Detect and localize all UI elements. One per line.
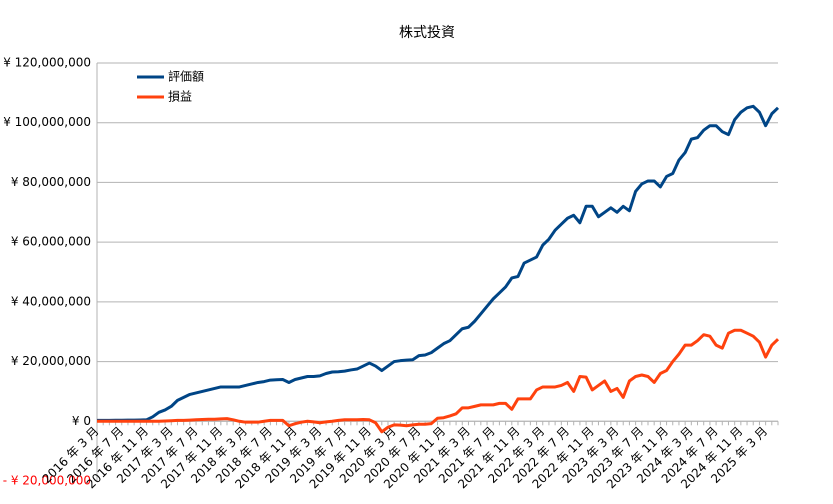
y-tick-label: - ¥ 20,000,000: [3, 474, 91, 488]
y-tick-label: ¥ 120,000,000: [3, 56, 91, 70]
legend-label: 評価額: [168, 69, 204, 84]
y-tick-label: ¥ 0: [72, 414, 91, 428]
chart-title: 株式投資: [399, 25, 455, 41]
y-tick-label: ¥ 60,000,000: [11, 235, 91, 249]
series-line: [97, 328, 780, 434]
y-tick-label: ¥ 100,000,000: [3, 115, 91, 129]
y-tick-label: ¥ 80,000,000: [11, 175, 91, 189]
legend-label: 損益: [168, 89, 192, 104]
series-line: [97, 104, 780, 422]
y-tick-label: ¥ 40,000,000: [11, 294, 91, 308]
y-tick-label: ¥ 20,000,000: [11, 354, 91, 368]
